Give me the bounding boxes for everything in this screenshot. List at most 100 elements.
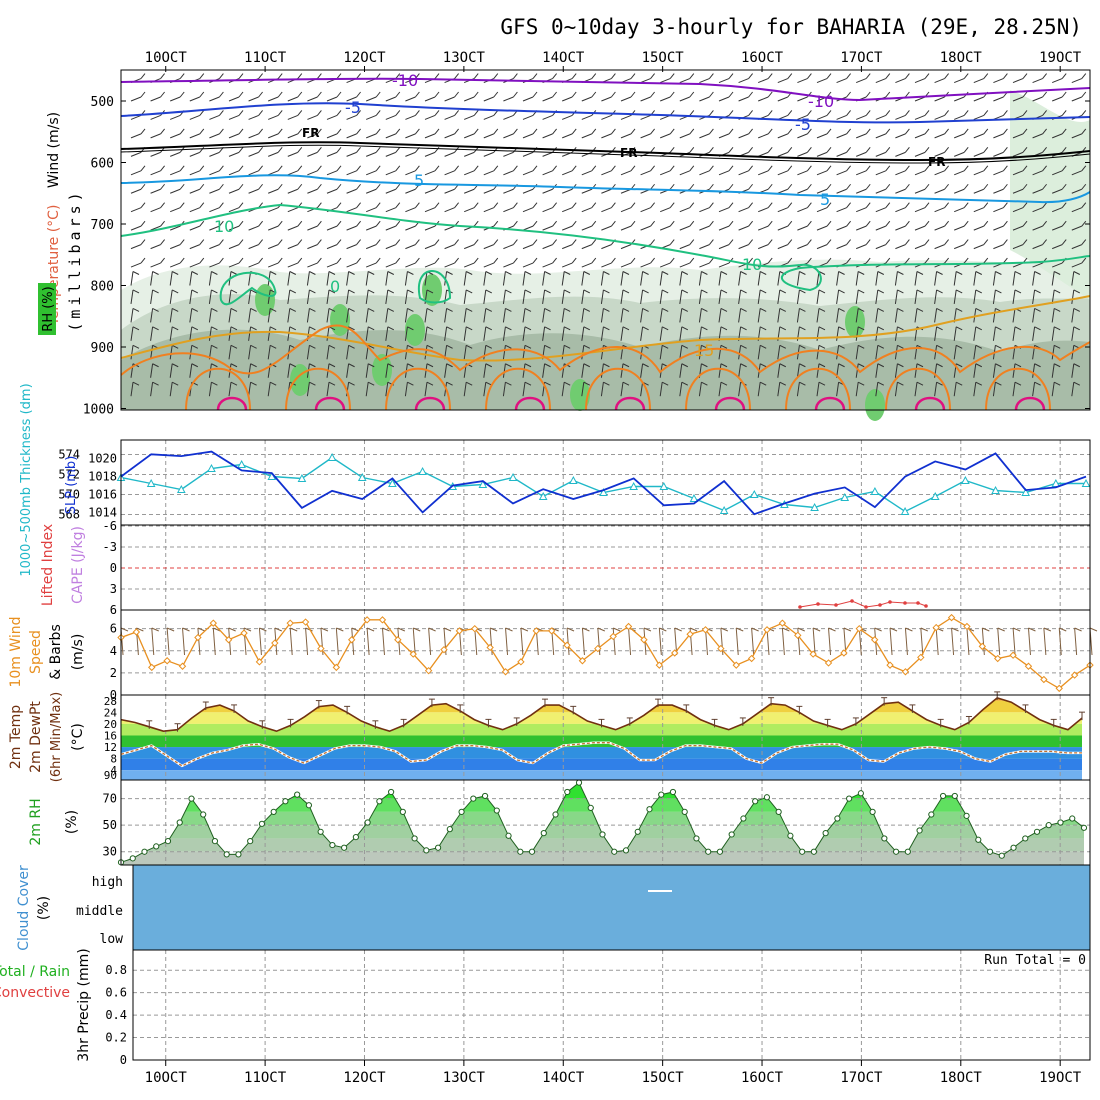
upper-wind-barb [268,225,279,231]
upper-wind-barb [698,326,702,341]
upper-wind-barb [464,151,475,157]
upper-wind-barb-flag [140,128,146,135]
upper-wind-barb [522,271,526,286]
upper-wind-barb-flag [309,363,316,368]
upper-wind-barb-flag [415,257,420,264]
upper-y-tick-label: 1000 [83,403,114,418]
upper-wind-barb-flag [583,326,591,331]
upper-wind-barb [1071,382,1075,397]
upper-wind-barb [228,133,240,139]
upper-wind-barb-flag [171,307,179,312]
upper-wind-barb [366,207,377,213]
upper-wind-barb [130,133,142,139]
upper-wind-barb-flag [924,257,930,264]
upper-wind-barb-flag [709,257,714,264]
wind10m-label-3: & Barbs [48,624,64,680]
upper-wind-barb [836,326,840,341]
upper-wind-barb [502,289,506,305]
wind-barb [412,627,416,656]
rh-shading [1010,90,1090,300]
upper-wind-barb [679,271,683,286]
upper-wind-barb-flag [571,202,577,209]
wind-barb-flag [151,627,159,632]
top-time-label: 13OCT [443,50,486,66]
bottom-time-label: 15OCT [642,1070,685,1086]
upper-wind-barb-flag [740,289,747,294]
upper-wind-barb [601,96,612,102]
upper-wind-barb [248,114,259,120]
upper-wind-barb-flag [611,202,616,209]
upper-wind-barb-flag [759,307,767,312]
upper-wind-barb [150,151,161,157]
upper-wind-barb [856,114,867,120]
upper-wind-barb [1032,133,1043,139]
upper-wind-barb-flag [493,91,499,98]
upper-wind-barb-flag [983,239,989,245]
upper-wind-barb [464,188,475,194]
upper-wind-barb-flag [571,73,577,79]
upper-wind-barb-flag [191,271,199,275]
upper-wind-barb [208,289,212,305]
upper-wind-barb-flag [924,202,930,209]
upper-wind-barb-flag [1081,110,1087,116]
upper-wind-barb-flag [132,307,140,312]
upper-wind-barb-flag [818,307,826,312]
upper-wind-barb [170,151,181,157]
upper-wind-barb-flag [1003,183,1008,190]
upper-wind-barb-flag [709,91,714,98]
rh-marker [282,798,289,805]
upper-wind-barb [346,363,350,378]
rh-marker [317,828,324,835]
bottom-time-label: 12OCT [343,1070,386,1086]
upper-wind-barb-flag [140,220,146,227]
upper-wind-barb [718,225,730,231]
upper-wind-barb-flag [846,202,851,209]
upper-wind-barb [502,382,506,397]
upper-wind-barb-flag [563,271,571,275]
upper-wind-barb [973,326,977,341]
wind-barb-flag [1043,627,1052,632]
wind-barb [997,627,1001,656]
upper-wind-barb-flag [740,363,747,368]
upper-wind-barb [738,382,742,397]
upper-wind-barb [836,207,847,213]
upper-wind-barb-flag [277,91,283,98]
upper-wind-barb [542,225,553,231]
upper-wind-barb-flag [787,147,793,153]
upper-wind-barb-flag [434,165,440,172]
wind-barb [166,627,170,656]
upper-wind-barb-flag [1003,257,1008,264]
temp-label-2: 2m DewPt [28,701,44,773]
wind-speed-marker [348,636,356,644]
upper-wind-barb [640,114,651,120]
wind-barb-flag [351,627,359,632]
upper-wind-barb [894,382,898,397]
upper-wind-barb-flag [1022,128,1028,135]
upper-wind-barb-flag [740,271,747,275]
rh-marker [352,834,359,841]
upper-wind-barb-flag [669,257,675,264]
wind-speed-marker [1024,662,1033,670]
wind-barb [981,627,985,656]
upper-wind-barb-flag [238,128,244,135]
upper-wind-barb-flag [191,307,199,312]
upper-wind-barb [228,308,232,323]
upper-wind-barb [405,188,416,194]
rh-marker [270,808,277,815]
upper-wind-barb [268,262,279,268]
upper-wind-barb-flag [669,128,675,135]
top-time-label: 16OCT [741,50,784,66]
upper-wind-barb-flag [975,271,983,275]
wind-speed-marker [640,636,648,644]
upper-wind-barb-flag [701,344,708,349]
upper-wind-barb [699,96,710,102]
upper-wind-barb [718,96,730,102]
upper-wind-barb-flag [846,165,851,172]
upper-wind-barb-flag [650,202,655,209]
upper-wind-barb-flag [709,165,714,172]
upper-wind-barb-flag [975,363,983,368]
wind-barb [612,627,616,656]
upper-wind-barb [346,225,357,231]
upper-wind-barb [209,262,220,268]
upper-wind-barb-flag [905,147,910,153]
